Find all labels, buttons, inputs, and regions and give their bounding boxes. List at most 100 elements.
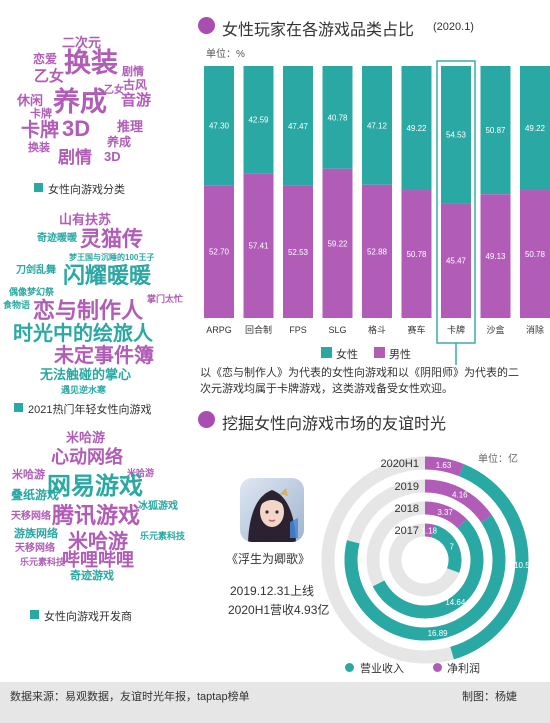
word-cloud-term: 剧情 [58, 148, 92, 167]
chart2-unit: 单位：亿 [478, 454, 518, 465]
bar-male [243, 173, 274, 318]
ring-year-label: 2019 [395, 481, 419, 493]
footer-source: 数据来源：易观数据，友谊时光年报，taptap榜单 [10, 691, 250, 703]
game-portrait-icon [240, 478, 304, 542]
word-cloud-term: 心动网络 [51, 447, 123, 467]
bar-male-value: 57.41 [248, 242, 269, 251]
word-cloud-term: 奇迹游戏 [70, 570, 114, 582]
bar-male-value: 50.78 [525, 250, 546, 259]
word-cloud-term: 推理 [117, 119, 144, 134]
bar-female-value: 54.53 [446, 131, 467, 140]
legend-female-swatch [321, 347, 332, 358]
legend-profit-dot [433, 663, 442, 672]
word-cloud-term: 闪耀暖暖 [63, 263, 152, 288]
word-cloud-term: 时光中的绘旅人 [13, 323, 153, 345]
developer-word-cloud: 米哈游 心动网络 米哈游 米哈游 网易游戏 叠纸游戏 天移网络 腾讯游戏 冰狐游戏 游族网络 米哈游… [0, 425, 190, 600]
word-cloud-term: 恋爱 [33, 52, 58, 66]
x-tick-label: 格斗 [368, 324, 386, 335]
ring-profit [424, 456, 464, 477]
ring-revenue [372, 519, 484, 619]
bar-male [480, 194, 511, 318]
bar-female [322, 66, 353, 169]
ring-revenue [431, 524, 462, 573]
bar-male [441, 203, 471, 318]
word-cloud-term: 二次元 [62, 35, 102, 50]
bar-female [362, 66, 392, 185]
word-cloud-term: 乐元素科技 [140, 531, 186, 541]
word-cloud-term: 遇见逆水寒 [61, 385, 107, 395]
ring-profit-value: 1.63 [436, 461, 452, 470]
bar-male [401, 190, 432, 318]
bar-male [283, 185, 313, 318]
word-cloud-term: 无法触碰的掌心 [40, 367, 132, 382]
word-cloud-term: 换装 [28, 142, 50, 154]
word-cloud-term: 乐元素科技 [20, 557, 66, 567]
bar-male-value: 50.78 [406, 250, 427, 259]
legend-profit-label: 净利润 [447, 663, 480, 675]
game-revenue-text: 2020H1营收4.93亿 [228, 603, 330, 617]
bar-female-value: 49.22 [525, 124, 546, 133]
bar-female-value: 42.59 [248, 116, 269, 125]
ring-profit [424, 523, 436, 538]
developer-cloud-label: 女性向游戏开发商 [44, 611, 132, 623]
bar-female [520, 66, 550, 191]
word-cloud-term: 乙女 [104, 85, 124, 96]
ring-year-label: 2018 [395, 503, 419, 515]
word-cloud-term: 游族网络 [14, 528, 58, 540]
legend-male-swatch [374, 347, 385, 358]
word-cloud-term: 3D [62, 116, 91, 141]
category-cloud-label: 女性向游戏分类 [48, 184, 125, 196]
ring-year-label: 2017 [395, 525, 419, 537]
category-legend-swatch [34, 183, 43, 192]
ring-profit-value: 4.16 [452, 491, 468, 500]
word-cloud-term: 偶像梦幻祭 [9, 287, 55, 297]
bar-male [204, 185, 234, 318]
word-cloud-term: 腾讯游戏 [52, 503, 141, 528]
word-cloud-term: 养成 [107, 135, 132, 149]
word-cloud-term: 3D [104, 149, 121, 164]
word-cloud-term: 梦王国与沉睡的100王子 [69, 253, 155, 262]
ring-profit-value: 3.37 [437, 508, 453, 517]
word-cloud-term: 恋与制作人 [33, 298, 144, 323]
bar-female [243, 66, 274, 174]
legend-male-label: 男性 [389, 349, 411, 361]
bar-female [480, 66, 511, 195]
word-cloud-term: 食物语 [3, 300, 31, 310]
developer-legend-swatch [30, 610, 39, 619]
bar-male [322, 168, 353, 318]
bar-male [362, 184, 392, 318]
revenue-profit-radial-chart: 2017 1.18 7 2018 3.37 14.64 2019 4.16 16.89 2020H… [321, 456, 530, 664]
chart1-title: 女性玩家在各游戏品类占比 [222, 22, 415, 39]
legend-female-label: 女性 [336, 349, 358, 361]
chart1-unit: 单位：% [206, 49, 245, 60]
ring-revenue-value: 7 [450, 542, 455, 551]
x-tick-label: 赛车 [407, 324, 425, 335]
ring-revenue-value: 14.64 [445, 598, 466, 607]
bar-male [520, 190, 550, 318]
ring-profit-value: 1.18 [421, 526, 437, 535]
x-tick-label: ARPG [206, 325, 232, 335]
word-cloud-term: 米哈游 [127, 468, 155, 478]
word-cloud-term: 休闲 [17, 93, 44, 108]
game-app-icon [240, 478, 304, 542]
ring-revenue-value: 16.89 [428, 629, 449, 638]
x-tick-label: SLG [328, 325, 346, 335]
chart1-title-dot [198, 17, 215, 34]
word-cloud-term: 天移网络 [15, 543, 55, 554]
bar-male-value: 59.22 [327, 239, 348, 248]
word-cloud-term: 网易游戏 [47, 473, 143, 500]
x-tick-label: 沙盒 [486, 324, 504, 335]
card-annotation: 以《恋与制作人》为代表的女性向游戏和以《阴阳师》为代表的二次元游戏均属于卡牌游戏… [200, 367, 519, 395]
legend-revenue-dot [345, 663, 354, 672]
bar-male-value: 52.53 [288, 248, 309, 257]
game-launch-date: 2019.12.31上线 [230, 584, 315, 598]
bar-male-value: 52.88 [367, 247, 388, 256]
word-cloud-term: 米哈游 [68, 531, 128, 553]
chart1-period: (2020.1) [433, 21, 474, 33]
x-tick-label: 回合制 [245, 324, 272, 335]
word-cloud-term: 叠纸游戏 [11, 488, 60, 502]
word-cloud-term: 音游 [121, 92, 152, 109]
hot-games-cloud-label: 2021热门年轻女性向游戏 [28, 404, 152, 416]
word-cloud-term: 养成 [53, 87, 107, 117]
hot-games-word-cloud: 山有扶苏 奇迹暖暖 灵猫传 梦王国与沉睡的100王子 闪耀暖暖 刀剑乱舞 偶像梦幻祭 食物语 掌… [0, 210, 190, 395]
